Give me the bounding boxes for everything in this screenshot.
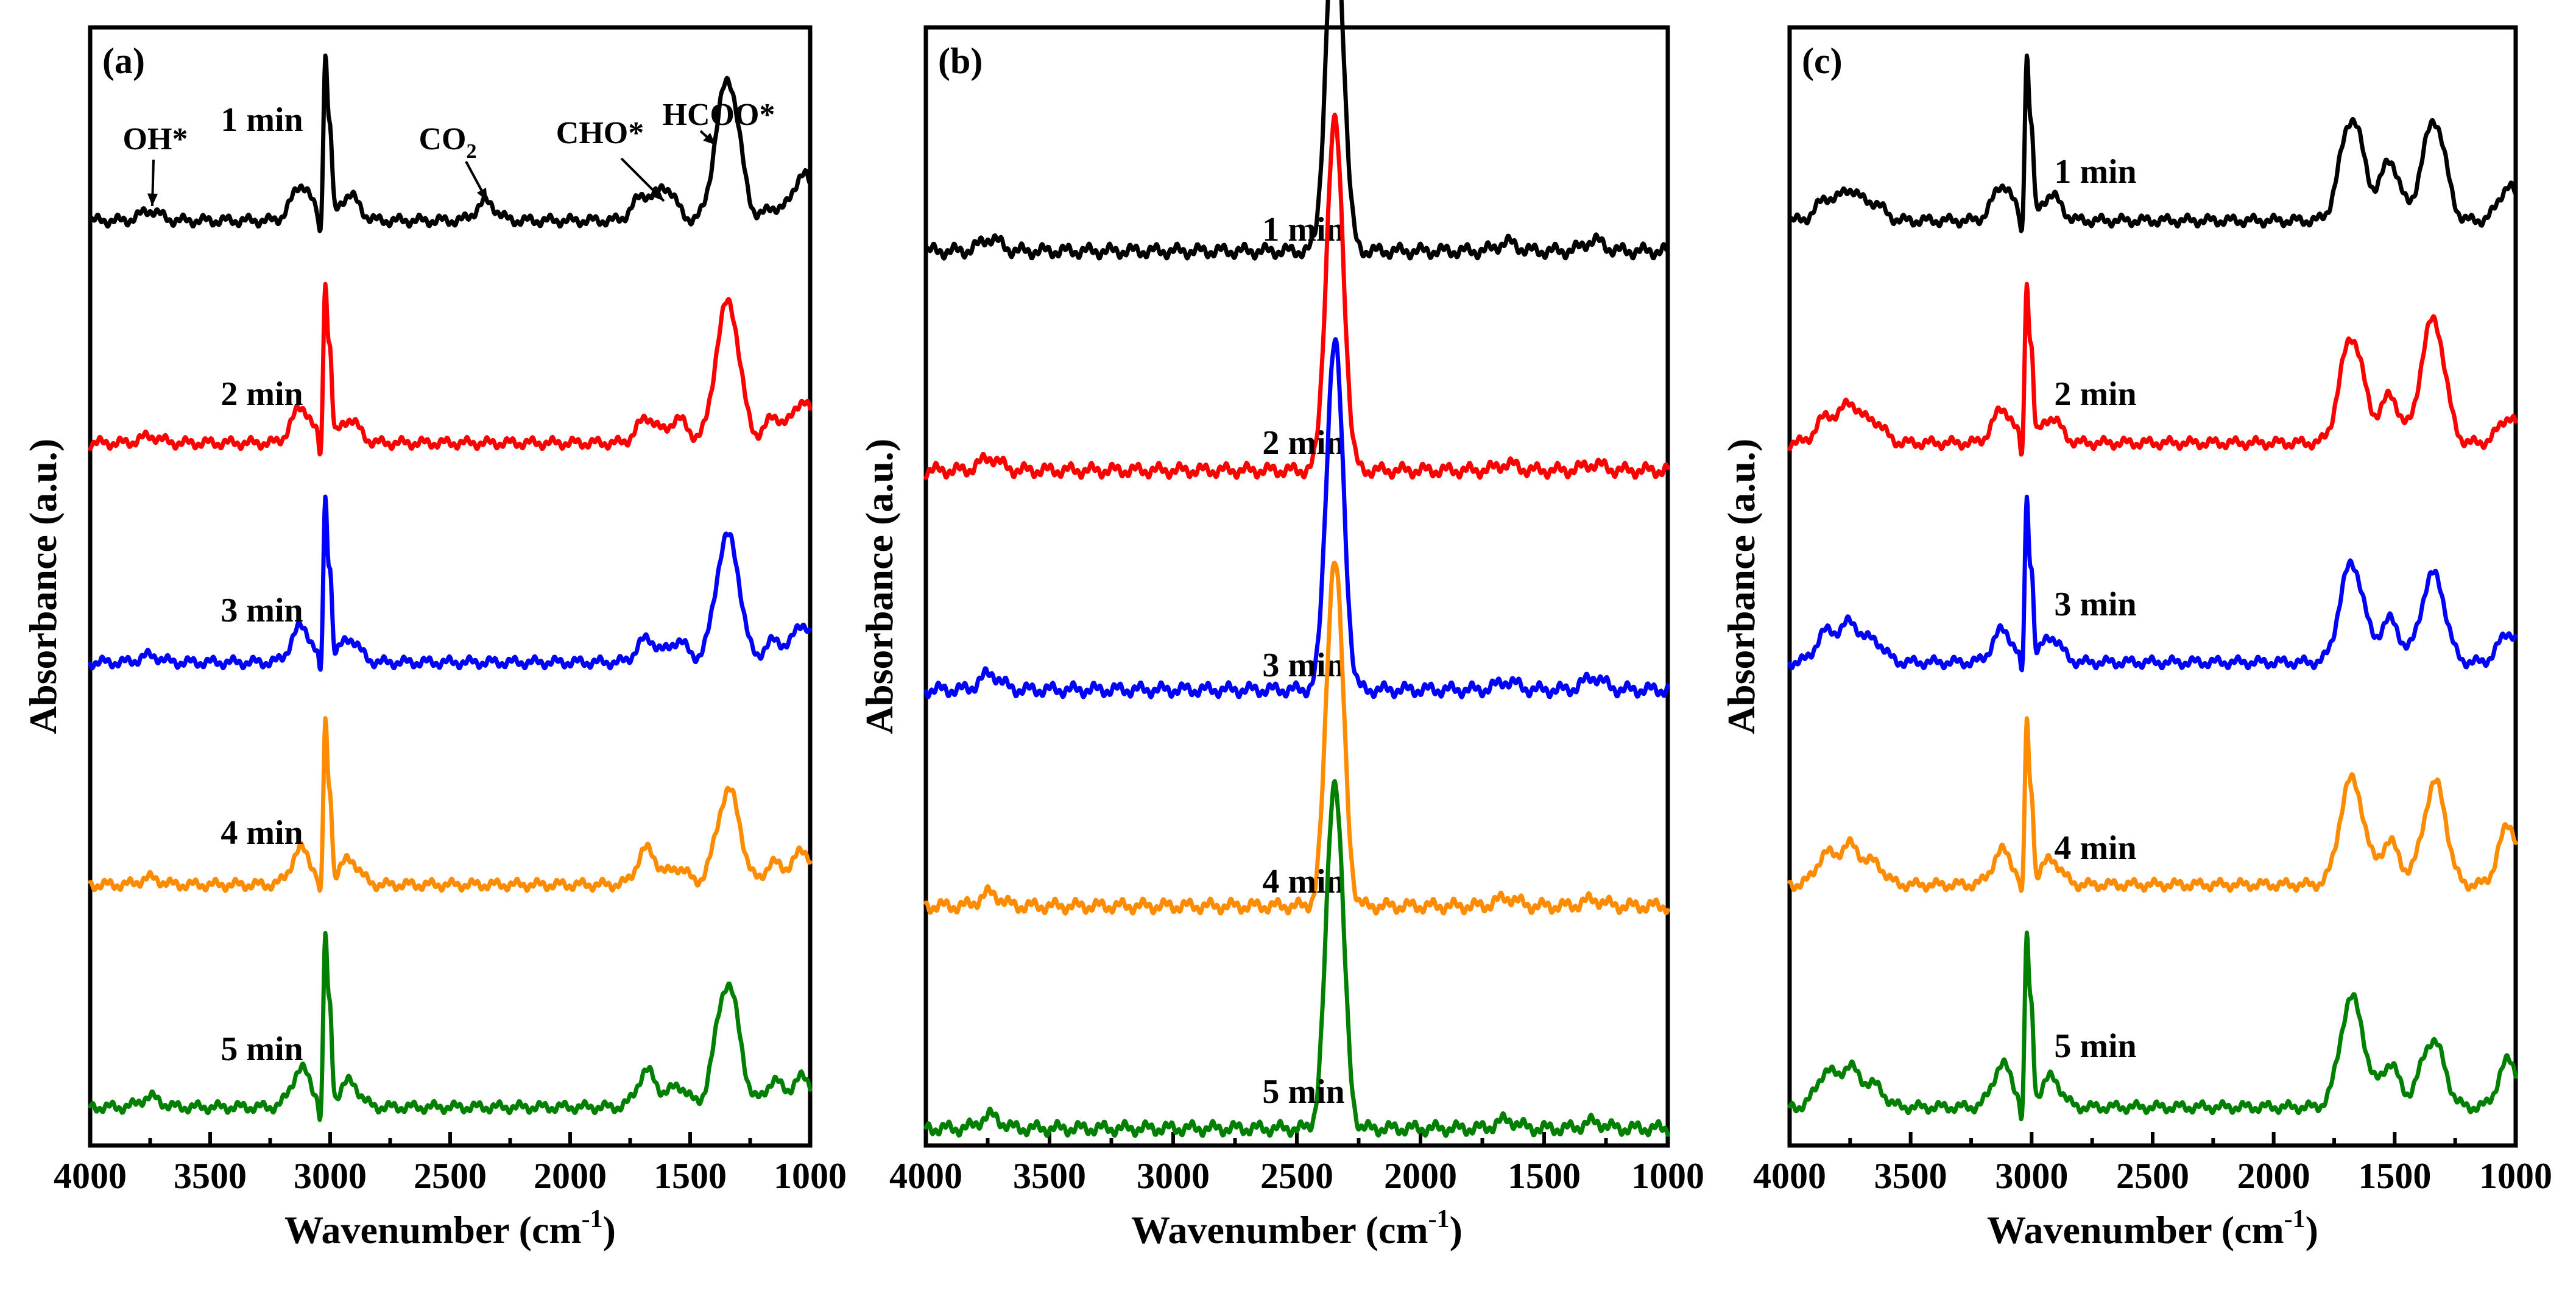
x-axis-label: Wavenumber (cm-1) (284, 1205, 616, 1252)
x-tick-label: 3500 (174, 1156, 247, 1196)
series-label: 3 min (2054, 586, 2136, 623)
annotation-arrowhead (476, 188, 487, 201)
y-axis-label: Absorbance (a.u.) (21, 439, 65, 734)
x-axis-label: Wavenumber (cm-1) (1131, 1205, 1463, 1252)
y-axis-label: Absorbance (a.u.) (858, 439, 901, 734)
spectrum-line-4-min (88, 716, 813, 893)
annotation-label: CO2 (419, 122, 477, 163)
spectrum-line-5-min (923, 779, 1670, 1138)
x-tick-label: 2500 (2116, 1156, 2189, 1196)
panel-b: 4000 3500 3000 2500 2000 1500 1000 Wavenumber (… (858, 0, 1704, 1252)
x-tick-label: 1000 (774, 1156, 847, 1196)
series-label: 2 min (2054, 375, 2136, 413)
spectrum-line-5-min (88, 930, 813, 1122)
x-tick-label: 1500 (2358, 1156, 2431, 1196)
x-tick-label: 3500 (1874, 1156, 1947, 1196)
series-label: 1 min (1262, 211, 1344, 249)
axis-frame (88, 25, 813, 1148)
series-label: 4 min (2054, 829, 2136, 867)
x-tick-label: 1000 (1631, 1156, 1704, 1196)
x-tick-label: 3000 (294, 1156, 367, 1196)
spectrum-line-1-min (923, 0, 1670, 261)
series-label: 3 min (1262, 646, 1344, 684)
series-label: 5 min (1262, 1073, 1344, 1111)
spectrum-line-2-min (923, 112, 1670, 480)
spectrum-line-3-min (88, 494, 813, 672)
x-tick-label: 2000 (534, 1156, 607, 1196)
x-tick-label: 1500 (1508, 1156, 1581, 1196)
series-label: 4 min (221, 814, 303, 852)
annotation-label: OH* (123, 122, 188, 157)
x-tick-label: 2000 (1384, 1156, 1457, 1196)
spectrum-line-5-min (1787, 930, 2518, 1122)
x-tick-label: 4000 (54, 1156, 127, 1196)
spectrum-line-3-min (1787, 494, 2518, 673)
spectrum-line-2-min (88, 282, 813, 456)
series-label: 5 min (221, 1030, 303, 1068)
axis-frame (923, 25, 1670, 1148)
x-tick-label: 3000 (1995, 1156, 2068, 1196)
series-label: 2 min (221, 375, 303, 413)
spectrum-line-2-min (1787, 282, 2518, 457)
x-tick-label: 1500 (654, 1156, 727, 1196)
panel-label: (b) (938, 41, 983, 81)
panel-label: (c) (1802, 41, 1843, 81)
series-label: 1 min (2054, 153, 2136, 191)
annotation-label: CHO* (556, 116, 644, 150)
x-tick-label: 2500 (1260, 1156, 1333, 1196)
series-label: 3 min (221, 592, 303, 629)
x-tick-label: 3000 (1137, 1156, 1210, 1196)
y-axis-label: Absorbance (a.u.) (1720, 439, 1763, 734)
series-label: 1 min (221, 101, 303, 139)
annotation-arrowhead (651, 188, 664, 201)
x-tick-label: 2500 (414, 1156, 487, 1196)
series-label: 2 min (1262, 424, 1344, 462)
spectrum-line-1-min (1787, 53, 2518, 233)
annotation-arrowhead (147, 193, 158, 206)
x-tick-label: 4000 (889, 1156, 962, 1196)
x-tick-label: 1000 (2479, 1156, 2552, 1196)
spectrum-line-1-min (88, 53, 813, 233)
spectrum-line-3-min (923, 337, 1670, 699)
spectrum-line-4-min (1787, 716, 2518, 893)
x-tick-label: 4000 (1753, 1156, 1826, 1196)
x-tick-label: 2000 (2237, 1156, 2310, 1196)
panel-a: 4000 3500 3000 2500 2000 1500 1000 Wavenumber (… (21, 25, 847, 1252)
series-label: 4 min (1262, 863, 1344, 901)
spectrum-line-4-min (923, 561, 1670, 916)
annotation-arrowhead (703, 132, 716, 145)
series-label: 5 min (2054, 1027, 2136, 1065)
x-axis-label: Wavenumber (cm-1) (1987, 1205, 2318, 1252)
x-tick-label: 3500 (1013, 1156, 1086, 1196)
panel-label: (a) (102, 41, 145, 81)
panel-c: 4000 3500 3000 2500 2000 1500 1000 Wavenumber (… (1720, 25, 2552, 1252)
annotation-label: HCOO* (663, 97, 775, 132)
